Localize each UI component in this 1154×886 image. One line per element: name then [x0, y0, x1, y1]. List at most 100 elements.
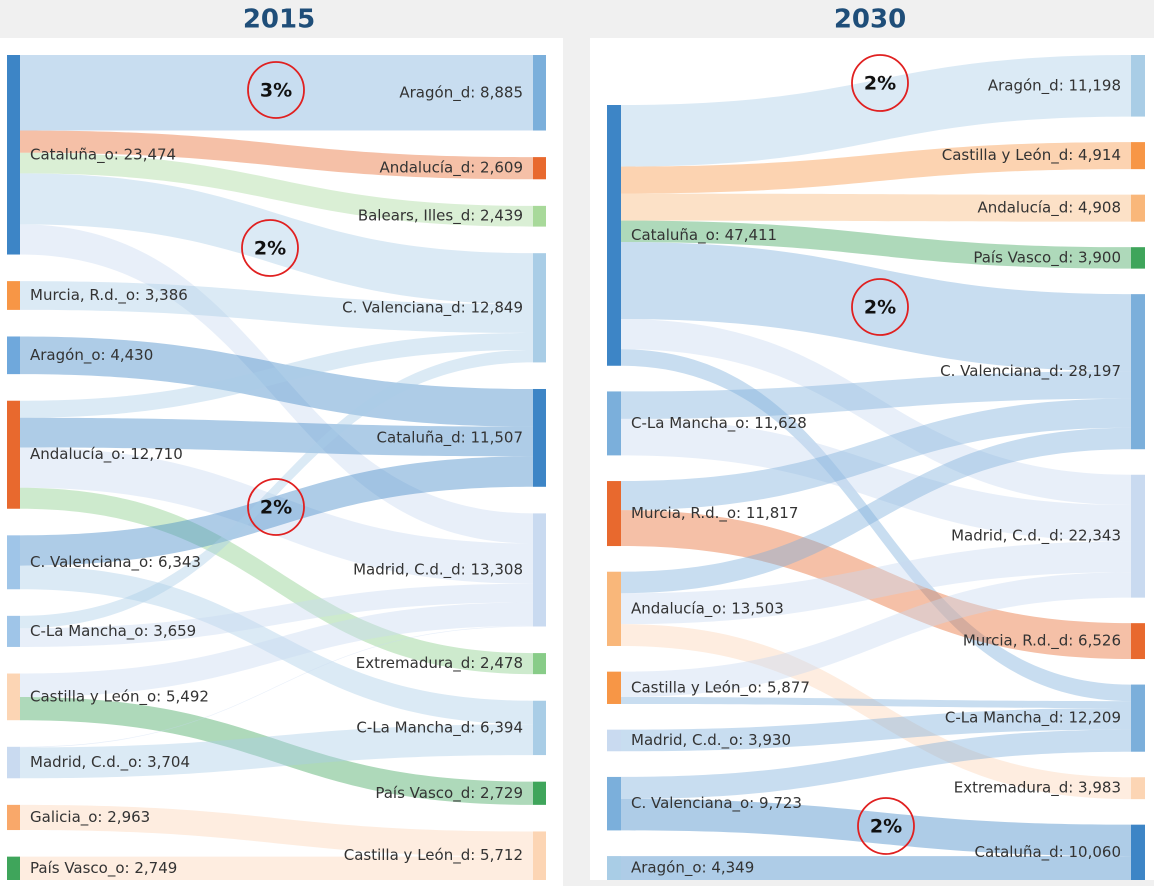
- target-node: [533, 253, 546, 363]
- link: [20, 224, 533, 544]
- source-label: C. Valenciana_o: 9,723: [631, 794, 802, 813]
- target-label: Madrid, C.d._d: 22,343: [951, 527, 1121, 546]
- target-node: [1131, 777, 1145, 800]
- annotation: 2%: [864, 297, 896, 319]
- link: [621, 541, 1131, 625]
- link: [621, 708, 1131, 752]
- source-label: Madrid, C.d._o: 3,704: [30, 753, 190, 772]
- target-label: C. Valenciana_d: 12,849: [342, 298, 523, 317]
- source-node: [607, 729, 621, 752]
- link: [621, 427, 1131, 594]
- link: [20, 602, 533, 698]
- link: [20, 456, 533, 566]
- target-label: Andalucía_d: 2,609: [379, 159, 523, 178]
- left-panel: [0, 38, 563, 886]
- chart-title: 2015: [243, 5, 315, 35]
- annotation-circle: [857, 797, 915, 855]
- link: [20, 417, 533, 457]
- target-label: Extremadura_d: 2,478: [356, 654, 523, 673]
- link: [20, 856, 533, 880]
- target-label: Castilla y León_d: 5,712: [344, 846, 523, 865]
- target-node: [533, 513, 546, 627]
- source-node: [7, 281, 20, 310]
- target-label: Castilla y León_d: 4,914: [942, 146, 1121, 165]
- source-label: C. Valenciana_o: 6,343: [30, 553, 201, 572]
- target-label: C-La Mancha_d: 6,394: [356, 718, 523, 737]
- target-label: País Vasco_d: 2,729: [375, 784, 523, 803]
- target-label: Andalucía_d: 4,908: [977, 199, 1121, 218]
- annotation-circle: [247, 61, 305, 119]
- source-node: [7, 746, 20, 779]
- link: [621, 242, 1131, 372]
- target-label: Cataluña_d: 11,507: [377, 428, 523, 447]
- link: [621, 193, 1131, 222]
- link: [20, 625, 533, 748]
- link: [621, 798, 1131, 857]
- link: [621, 510, 1131, 660]
- chart-title: 2030: [834, 5, 906, 35]
- source-label: Cataluña_o: 47,411: [631, 226, 777, 245]
- annotation: 2%: [254, 238, 286, 260]
- source-label: Andalucía_o: 12,710: [30, 445, 183, 464]
- link: [20, 565, 533, 725]
- source-node: [7, 400, 20, 509]
- link: [20, 55, 533, 131]
- link: [20, 152, 533, 227]
- target-node: [1131, 247, 1145, 269]
- target-label: C. Valenciana_d: 28,197: [940, 362, 1121, 381]
- link: [20, 281, 533, 333]
- source-label: Cataluña_o: 23,474: [30, 145, 176, 164]
- link: [621, 220, 1131, 269]
- source-label: C-La Mancha_o: 11,628: [631, 414, 807, 433]
- annotation: 2%: [260, 497, 292, 519]
- target-node: [1131, 294, 1145, 450]
- target-label: Cataluña_d: 10,060: [975, 843, 1121, 862]
- source-node: [7, 615, 20, 647]
- target-node: [1131, 474, 1145, 598]
- source-node: [607, 776, 621, 831]
- target-node: [1131, 824, 1145, 880]
- source-label: Aragón_o: 4,349: [631, 859, 754, 878]
- target-label: Extremadura_d: 3,983: [954, 779, 1121, 798]
- source-label: Castilla y León_o: 5,492: [30, 687, 209, 706]
- source-node: [607, 856, 621, 880]
- target-node: [533, 388, 546, 487]
- link: [20, 697, 533, 805]
- link: [621, 697, 1131, 709]
- link: [621, 856, 1131, 880]
- source-node: [7, 856, 20, 880]
- source-node: [607, 671, 621, 704]
- target-label: Murcia, R.d._d: 6,526: [963, 632, 1121, 651]
- annotation-circle: [851, 278, 909, 336]
- links: [20, 55, 1131, 880]
- link: [20, 583, 533, 647]
- source-label: Murcia, R.d._o: 11,817: [631, 504, 798, 523]
- annotation: 3%: [260, 80, 292, 102]
- target-node: [533, 700, 546, 756]
- link: [621, 418, 1131, 542]
- source-label: C-La Mancha_o: 3,659: [30, 622, 196, 641]
- link: [621, 398, 1131, 511]
- target-node: [1131, 194, 1145, 222]
- source-label: Andalucía_o: 13,503: [631, 599, 784, 618]
- target-label: Aragón_d: 8,885: [399, 83, 523, 102]
- source-label: Galicia_o: 2,963: [30, 808, 150, 827]
- target-label: C-La Mancha_d: 12,209: [945, 709, 1121, 728]
- source-node: [607, 391, 621, 456]
- target-node: [1131, 142, 1145, 170]
- target-node: [533, 157, 546, 180]
- annotation-circle: [851, 54, 909, 112]
- source-node: [607, 481, 621, 547]
- annotation: 2%: [864, 73, 896, 95]
- target-node: [533, 781, 546, 805]
- target-node: [1131, 623, 1145, 660]
- annotation-circle: [241, 219, 299, 277]
- target-node: [533, 653, 546, 675]
- link: [621, 624, 1131, 800]
- nodes: Cataluña_o: 23,474 Murcia, R.d._o: 3,386 A…: [7, 55, 1145, 880]
- link: [20, 173, 533, 305]
- source-node: [7, 804, 20, 831]
- link: [20, 130, 533, 180]
- source-node: [607, 571, 621, 646]
